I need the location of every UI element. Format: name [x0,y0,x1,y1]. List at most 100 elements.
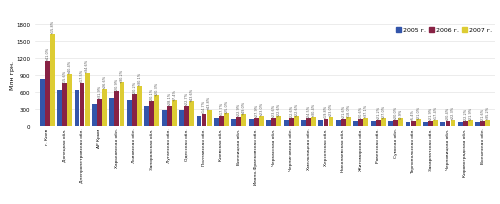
Bar [97,99,102,126]
Bar [311,117,316,126]
Bar [74,91,80,126]
Text: +30.4%: +30.4% [312,102,316,116]
Text: +23.6%: +23.6% [272,104,276,118]
Bar [189,102,194,126]
Bar [458,123,463,126]
Bar [410,121,416,126]
Bar [84,73,89,126]
Text: +18.0%: +18.0% [346,103,350,117]
Text: +34.6%: +34.6% [85,59,89,73]
Text: +21.9%: +21.9% [468,106,472,120]
Bar [376,120,380,126]
Bar [486,120,490,126]
Bar [393,120,398,126]
Bar [381,118,386,126]
Text: +43.8%: +43.8% [207,96,211,110]
Bar [463,122,468,126]
Text: +17.7%: +17.7% [220,102,224,116]
Bar [67,74,72,126]
Bar [306,119,311,126]
Text: +25.0%: +25.0% [224,99,228,113]
Bar [324,119,328,126]
Bar [162,111,166,126]
Bar [341,119,346,126]
Bar [450,120,456,126]
Bar [184,106,189,126]
Text: +20.3%: +20.3% [155,81,159,95]
Bar [358,120,364,126]
Bar [398,119,403,126]
Bar [276,116,281,126]
Bar [440,122,446,126]
Text: +21.6%: +21.6% [481,107,485,121]
Bar [179,110,184,126]
Bar [480,122,485,126]
Bar [364,118,368,126]
Bar [166,106,172,126]
Text: +22.7%: +22.7% [184,92,188,106]
Text: +21.0%: +21.0% [416,105,420,119]
Bar [40,80,44,126]
Bar [92,105,97,126]
Bar [476,123,480,126]
Text: +23.0%: +23.0% [329,103,333,117]
Text: +37.1%: +37.1% [364,104,368,118]
Text: +22.6%: +22.6% [294,102,298,116]
Y-axis label: Млн грн.: Млн грн. [10,61,15,90]
Bar [354,121,358,126]
Bar [446,121,450,126]
Text: +30.1%: +30.1% [138,72,141,86]
Bar [328,117,334,126]
Text: +22.6%: +22.6% [289,104,293,118]
Bar [206,110,212,126]
Bar [196,116,202,126]
Text: +35.2%: +35.2% [486,106,490,120]
Bar [259,116,264,126]
Text: +41.0%: +41.0% [45,47,49,61]
Bar [346,118,351,126]
Bar [132,95,137,126]
Bar [468,120,473,126]
Text: +21.2%: +21.2% [376,105,380,120]
Text: -0.9%: -0.9% [398,108,402,118]
Text: +22.2%: +22.2% [464,107,468,121]
Bar [242,115,246,126]
Text: +17.4%: +17.4% [434,105,438,120]
Bar [114,92,119,126]
Bar [294,117,298,126]
Bar [62,84,67,126]
Bar [224,114,229,126]
Bar [127,100,132,126]
Text: +28.1%: +28.1% [167,92,171,106]
Bar [50,35,54,126]
Bar [433,120,438,126]
Bar [416,120,420,126]
Text: +20.4%: +20.4% [446,107,450,121]
Bar [336,121,341,126]
Bar [172,101,176,126]
Bar [57,91,62,126]
Text: +20.6%: +20.6% [359,105,363,119]
Bar [406,122,410,126]
Text: +15.8%: +15.8% [50,20,54,34]
Bar [318,120,324,126]
Text: +40.4%: +40.4% [68,60,71,74]
Text: +21.6%: +21.6% [342,105,345,119]
Bar [202,114,206,126]
Bar [254,118,258,126]
Text: +43.6%: +43.6% [190,87,194,101]
Text: +27.0%: +27.0% [382,104,386,118]
Bar [388,121,393,126]
Bar [219,116,224,126]
Legend: 2005 г., 2006 г., 2007 г.: 2005 г., 2006 г., 2007 г. [396,28,492,33]
Text: +21.9%: +21.9% [428,107,432,121]
Bar [284,120,288,126]
Bar [266,120,271,126]
Text: +17.5%: +17.5% [80,69,84,83]
Bar [236,117,242,126]
Bar [214,119,219,126]
Bar [120,83,124,126]
Text: +27.9%: +27.9% [254,104,258,118]
Text: +14.7%: +14.7% [202,100,206,114]
Bar [144,106,149,126]
